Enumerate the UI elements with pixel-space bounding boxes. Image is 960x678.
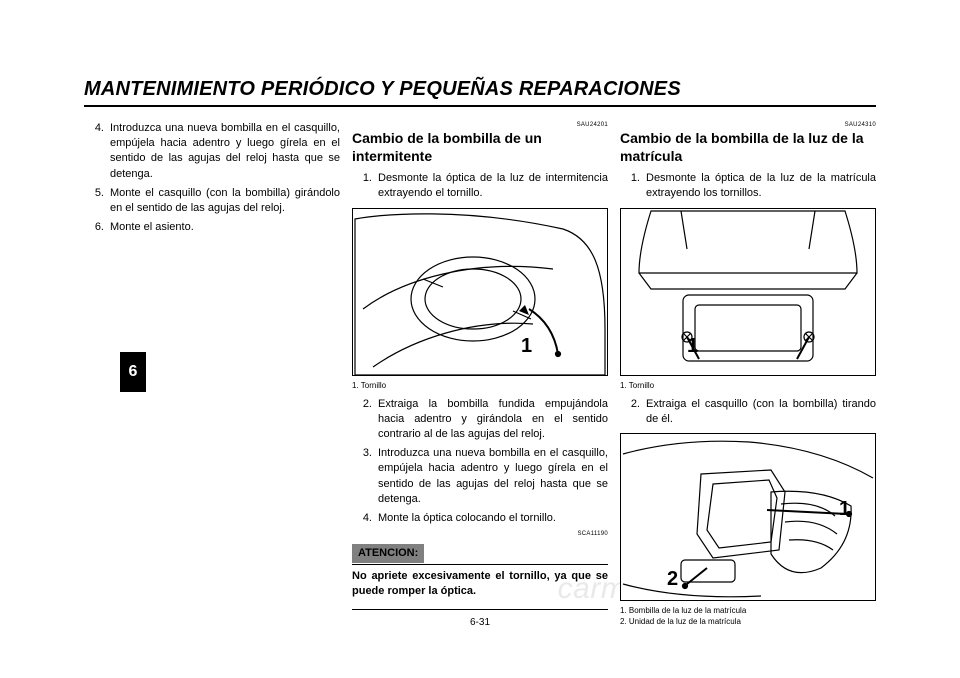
page-number: 6-31	[84, 617, 876, 628]
page-title: MANTENIMIENTO PERIÓDICO Y PEQUEÑAS REPAR…	[84, 78, 876, 101]
list-number: 4.	[84, 121, 110, 182]
column-2: SAU24201 Cambio de la bombilla de un int…	[352, 121, 608, 633]
list-text: Introduzca una nueva bombilla en el casq…	[110, 121, 340, 182]
figure-illustration	[353, 209, 607, 375]
page-header: MANTENIMIENTO PERIÓDICO Y PEQUEÑAS REPAR…	[84, 78, 876, 107]
manual-page: 6 carmanualsonline.info MANTENIMIENTO PE…	[0, 0, 960, 678]
list-text: Extraiga la bombilla fundida empujándola…	[378, 397, 608, 443]
section-code: SAU24310	[620, 121, 876, 129]
figure-callout: 1	[521, 333, 532, 361]
figure-caption: 1. Tornillo	[620, 380, 876, 391]
list-item: 3. Introduzca una nueva bombilla en el c…	[352, 446, 608, 507]
list-item: 2. Extraiga la bombilla fundida empujánd…	[352, 397, 608, 443]
list-number: 1.	[352, 171, 378, 201]
list-number: 5.	[84, 186, 110, 216]
list-item: 1. Desmonte la óptica de la luz de la ma…	[620, 171, 876, 201]
list-item: 2. Extraiga el casquillo (con la bombill…	[620, 397, 876, 427]
column-1: 4. Introduzca una nueva bombilla en el c…	[84, 121, 340, 633]
list-item: 4. Introduzca una nueva bombilla en el c…	[84, 121, 340, 182]
section-title: Cambio de la bombilla de un intermitente	[352, 130, 608, 165]
list-item: 5. Monte el casquillo (con la bombilla) …	[84, 186, 340, 216]
caution-block: ATENCION:	[352, 544, 608, 565]
list-number: 1.	[620, 171, 646, 201]
section-code: SAU24201	[352, 121, 608, 129]
list-number: 4.	[352, 511, 378, 526]
figure-plate-light-bulb: 1 2	[620, 433, 876, 601]
section-code: SCA11190	[352, 530, 608, 538]
figure-callout: 2	[667, 566, 678, 594]
list-item: 1. Desmonte la óptica de la luz de inter…	[352, 171, 608, 201]
column-layout: 4. Introduzca una nueva bombilla en el c…	[84, 121, 876, 633]
caution-rule	[352, 564, 608, 565]
list-text: Desmonte la óptica de la luz de la matrí…	[646, 171, 876, 201]
list-number: 2.	[352, 397, 378, 443]
list-text: Introduzca una nueva bombilla en el casq…	[378, 446, 608, 507]
figure-caption: 1. Tornillo	[352, 380, 608, 391]
figure-illustration	[621, 209, 875, 375]
caution-text: No apriete excesivamente el tornillo, ya…	[352, 569, 608, 599]
list-number: 2.	[620, 397, 646, 427]
figure-turn-signal: 1	[352, 208, 608, 376]
list-text: Desmonte la óptica de la luz de intermit…	[378, 171, 608, 201]
figure-callout: 1	[839, 496, 850, 524]
figure-plate-light-screws: 1	[620, 208, 876, 376]
list-text: Monte el asiento.	[110, 220, 340, 235]
section-title: Cambio de la bombilla de la luz de la ma…	[620, 130, 876, 165]
list-text: Monte el casquillo (con la bombilla) gir…	[110, 186, 340, 216]
list-number: 6.	[84, 220, 110, 235]
figure-illustration	[621, 434, 875, 600]
list-text: Monte la óptica colocando el tornillo.	[378, 511, 608, 526]
list-item: 6. Monte el asiento.	[84, 220, 340, 235]
caution-label: ATENCION:	[352, 544, 424, 563]
list-text: Extraiga el casquillo (con la bombilla) …	[646, 397, 876, 427]
section-end-rule	[352, 609, 608, 610]
column-3: SAU24310 Cambio de la bombilla de la luz…	[620, 121, 876, 633]
caption-line: 1. Bombilla de la luz de la matrícula	[620, 605, 876, 616]
list-item: 4. Monte la óptica colocando el tornillo…	[352, 511, 608, 526]
figure-callout: 1	[687, 333, 698, 361]
list-number: 3.	[352, 446, 378, 507]
